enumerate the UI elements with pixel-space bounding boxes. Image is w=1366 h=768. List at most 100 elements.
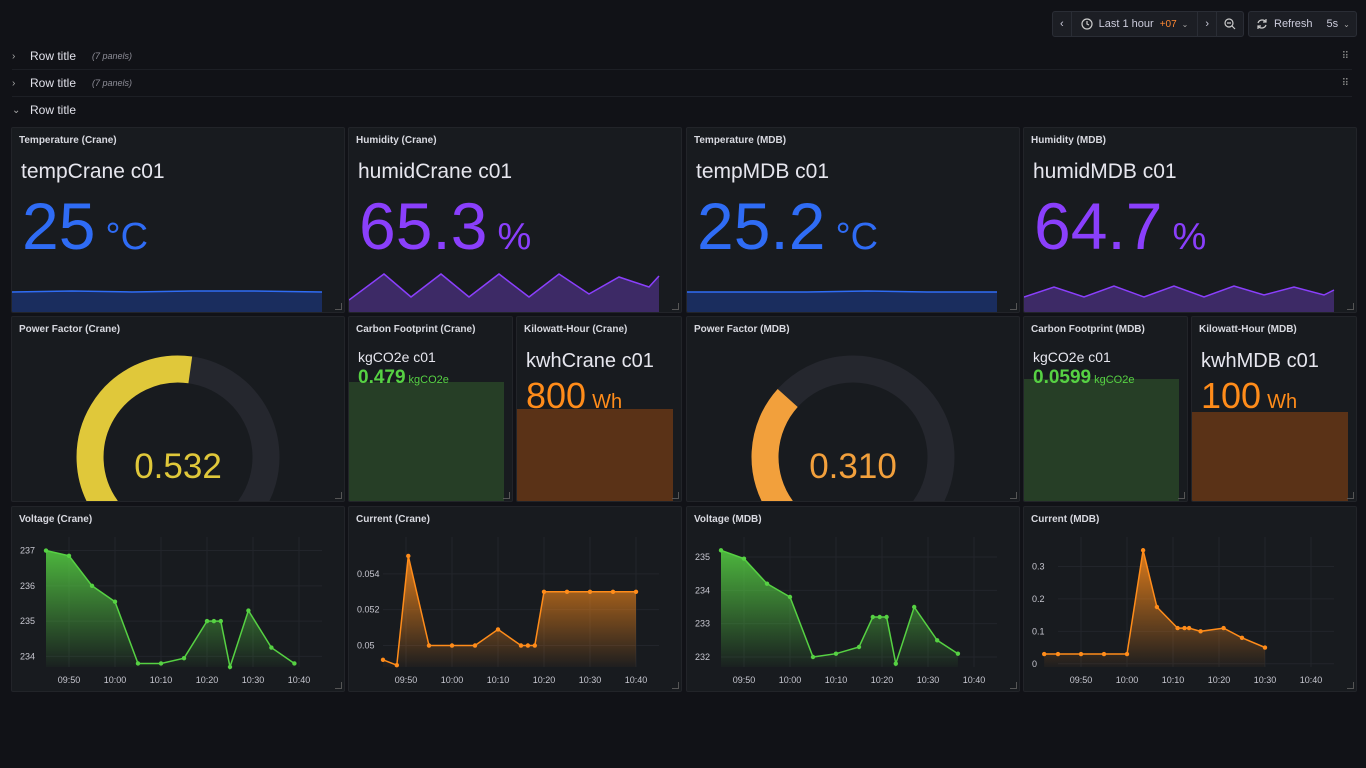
data-point — [227, 664, 233, 670]
stat-unit: kgCO2e — [408, 374, 449, 386]
x-tick-label: 10:40 — [963, 675, 986, 685]
data-point — [1175, 625, 1180, 631]
x-tick-label: 10:00 — [104, 675, 127, 685]
stat-unit: °C — [835, 216, 879, 258]
resize-handle[interactable] — [1178, 492, 1185, 499]
stat-value: 0.0599 — [1033, 367, 1092, 388]
stat-value: 800 — [526, 375, 587, 416]
resize-handle[interactable] — [335, 303, 342, 310]
x-tick-label: 10:30 — [917, 675, 940, 685]
stat-series-name: tempCrane c01 — [21, 160, 165, 183]
timezone-label: +07 — [1159, 18, 1177, 30]
data-point — [112, 599, 118, 604]
resize-handle[interactable] — [1010, 682, 1017, 689]
gauge-panel[interactable]: Power Factor (MDB) 0.310 — [686, 316, 1020, 502]
timeseries-chart: 234 235 236 237 09:50 10:00 10:10 10:20 10:30 10:… — [20, 537, 322, 685]
refresh-button[interactable]: Refresh — [1249, 12, 1320, 36]
stat-value-wrap: 100 Wh — [1201, 375, 1297, 417]
data-point — [246, 608, 251, 613]
stat-value: 0.479 — [358, 367, 406, 388]
x-tick-label: 10:00 — [1116, 675, 1139, 685]
stat-background-fill — [1024, 379, 1179, 501]
stat-background-fill — [1192, 412, 1348, 501]
time-forward-button[interactable]: › — [1198, 12, 1216, 36]
dashboard-row[interactable]: ⌄ Row title — [12, 97, 1352, 123]
timeseries-panel[interactable]: Voltage (MDB) 232 233 234 235 09:50 10:00 10:1… — [686, 506, 1020, 692]
panel-title: Carbon Footprint (Crane) — [356, 324, 476, 335]
timeseries-panel[interactable]: Voltage (Crane) 234 235 236 237 09:50 10:00 10… — [11, 506, 345, 692]
x-tick-label: 10:10 — [150, 675, 173, 685]
zoom-out-button[interactable] — [1217, 12, 1243, 36]
gauge-arc — [751, 355, 955, 501]
time-range-picker[interactable]: Last 1 hour +07 ⌄ — [1072, 12, 1198, 36]
stat-value: 25 — [22, 189, 96, 263]
drag-handle-icon[interactable]: ⠿ — [1341, 77, 1349, 89]
stat-value-wrap: 25.2 °C — [697, 186, 878, 277]
time-picker-group: ‹ Last 1 hour +07 ⌄ › — [1052, 11, 1244, 37]
x-tick-label: 09:50 — [395, 675, 418, 685]
y-tick-label: 0.2 — [1032, 594, 1045, 604]
resize-handle[interactable] — [1010, 303, 1017, 310]
data-point — [1154, 604, 1160, 610]
chevron-right-icon: › — [1205, 18, 1209, 30]
refresh-interval-picker[interactable]: 5s ⌄ — [1320, 12, 1357, 36]
resize-handle[interactable] — [335, 682, 342, 689]
x-tick-label: 10:10 — [487, 675, 510, 685]
gauge-panel[interactable]: Power Factor (Crane) 0.532 — [11, 316, 345, 502]
timeseries-panel[interactable]: Current (Crane) 0.05 0.052 0.054 09:50 10:00… — [348, 506, 682, 692]
series-area — [721, 550, 958, 667]
data-point — [1182, 625, 1187, 631]
data-point — [856, 644, 862, 650]
series-area — [383, 556, 636, 667]
panel-title: Kilowatt-Hour (MDB) — [1199, 324, 1297, 335]
carbon-panel[interactable]: Carbon Footprint (Crane) kgCO2e c01 0.47… — [348, 316, 513, 502]
zoom-out-icon — [1224, 18, 1236, 30]
resize-handle[interactable] — [1347, 682, 1354, 689]
data-point — [564, 589, 570, 594]
panel-title: Voltage (MDB) — [694, 514, 762, 525]
data-point — [893, 661, 898, 666]
resize-handle[interactable] — [503, 492, 510, 499]
y-tick-label: 235 — [20, 616, 35, 626]
resize-handle[interactable] — [672, 682, 679, 689]
resize-handle[interactable] — [672, 492, 679, 499]
resize-handle[interactable] — [1347, 303, 1354, 310]
time-back-button[interactable]: ‹ — [1053, 12, 1071, 36]
kwh-panel[interactable]: Kilowatt-Hour (MDB) kwhMDB c01 100 Wh — [1191, 316, 1357, 502]
stat-value: 64.7 — [1034, 189, 1163, 263]
data-point — [426, 643, 432, 648]
timeseries-panel[interactable]: Current (MDB) 0 0.1 0.2 0.3 09:50 10:00 10:10 1… — [1023, 506, 1357, 692]
resize-handle[interactable] — [672, 303, 679, 310]
timeseries-chart: 232 233 234 235 09:50 10:00 10:10 10:20 10:30 10:… — [695, 537, 997, 685]
carbon-panel[interactable]: Carbon Footprint (MDB) kgCO2e c01 0.0599… — [1023, 316, 1188, 502]
x-tick-label: 10:30 — [579, 675, 602, 685]
stat-value-wrap: 0.479 kgCO2e — [358, 367, 449, 389]
data-point — [1055, 651, 1061, 657]
stat-panel[interactable]: Temperature (MDB) tempMDB c01 25.2 °C — [686, 127, 1020, 313]
stat-unit: % — [1172, 216, 1207, 258]
stat-panel[interactable]: Humidity (MDB) humidMDB c01 64.7% — [1023, 127, 1357, 313]
dashboard-row[interactable]: › Row title (7 panels) ⠿ — [12, 70, 1352, 97]
data-point — [1124, 651, 1130, 657]
sparkline — [12, 290, 323, 312]
resize-handle[interactable] — [1347, 492, 1354, 499]
stat-panel[interactable]: Humidity (Crane) humidCrane c01 65.3% — [348, 127, 682, 313]
panel-title: Temperature (Crane) — [19, 135, 117, 146]
resize-handle[interactable] — [335, 492, 342, 499]
stat-value-wrap: 800 Wh — [526, 375, 622, 417]
y-tick-label: 0.054 — [357, 569, 380, 579]
dashboard-row[interactable]: › Row title (7 panels) ⠿ — [12, 43, 1352, 70]
resize-handle[interactable] — [1010, 492, 1017, 499]
y-tick-label: 0.3 — [1032, 561, 1045, 571]
x-tick-label: 10:20 — [533, 675, 556, 685]
timeseries-chart: 0.05 0.052 0.054 09:50 10:00 10:10 10:20 10:30 1… — [357, 537, 659, 685]
data-point — [884, 614, 889, 620]
x-tick-label: 10:10 — [1162, 675, 1185, 685]
data-point — [380, 657, 386, 663]
drag-handle-icon[interactable]: ⠿ — [1341, 50, 1349, 62]
kwh-panel[interactable]: Kilowatt-Hour (Crane) kwhCrane c01 800 Wh — [516, 316, 682, 502]
data-point — [532, 643, 537, 648]
row-title: Row title — [30, 76, 77, 90]
data-point — [449, 643, 455, 648]
stat-panel[interactable]: Temperature (Crane) tempCrane c01 25 °C — [11, 127, 345, 313]
